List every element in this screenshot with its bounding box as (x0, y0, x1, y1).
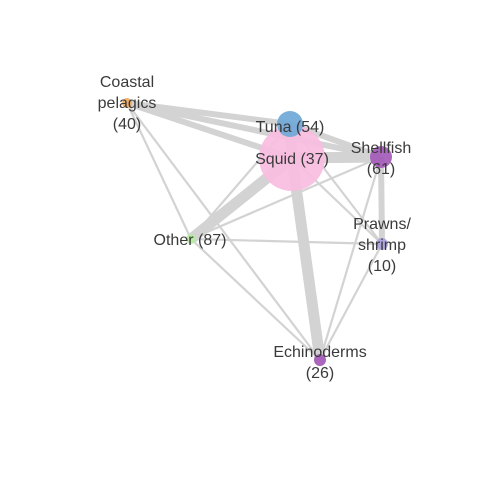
node-label-line: pelagics (98, 95, 157, 112)
node-label-shellfish: Shellfish (61) (351, 140, 411, 178)
node-label-line: (61) (367, 161, 395, 178)
node-label-prawns: Prawns/shrimp (10) (353, 216, 411, 275)
edge-other-echinoderms (190, 238, 321, 361)
node-label-line: shrimp (358, 237, 406, 254)
edge-coastal-other (126, 102, 192, 240)
edge-other-prawns (190, 237, 383, 246)
node-label-line: Other (87) (154, 232, 227, 249)
node-squid (259, 125, 325, 191)
edge-squid-echinoderms (286, 157, 326, 361)
node-prawns (376, 238, 388, 250)
node-other (186, 234, 196, 244)
node-label-echinoderms: Echinoderms (26) (273, 344, 366, 382)
node-label-line: Echinoderms (273, 344, 366, 361)
nodes-layer (122, 98, 392, 366)
node-coastal (122, 98, 132, 108)
node-shellfish (370, 146, 392, 168)
node-label-line: (26) (306, 365, 334, 382)
edge-coastal-echinoderms (126, 102, 321, 361)
edge-prawns-echinoderms (319, 243, 383, 361)
edge-shellfish-coastal (126, 100, 382, 160)
node-label-other: Other (87) (154, 232, 227, 249)
node-label-line: Tuna (54) (256, 119, 325, 136)
labels-layer: Squid (37) Tuna (54) Shellfish (61) Coastal p… (98, 74, 412, 382)
node-label-line: Coastal (100, 74, 154, 91)
edge-shellfish-echinoderms (318, 156, 383, 361)
node-label-line: (10) (368, 258, 396, 275)
node-label-coastal: Coastal pelagics (40) (98, 74, 157, 133)
edge-shellfish-other (190, 155, 382, 241)
node-echinoderms (314, 354, 326, 366)
edge-shellfish-prawns (378, 156, 385, 245)
node-label-line: Prawns/ (353, 216, 411, 233)
node-tuna (277, 111, 303, 137)
node-label-line: Shellfish (351, 140, 411, 157)
node-label-line: Squid (37) (255, 151, 329, 168)
node-label-tuna: Tuna (54) (256, 119, 325, 136)
node-label-line: (40) (113, 116, 141, 133)
node-label-squid: Squid (37) (255, 151, 329, 168)
